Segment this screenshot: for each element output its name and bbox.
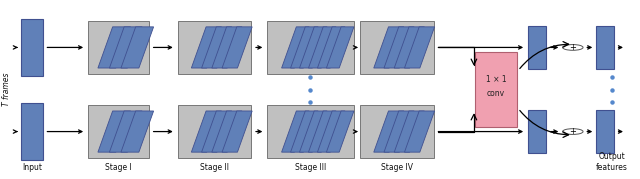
Polygon shape xyxy=(300,27,327,68)
Polygon shape xyxy=(98,27,131,68)
Polygon shape xyxy=(384,111,414,152)
Polygon shape xyxy=(202,27,232,68)
Bar xyxy=(268,105,354,158)
Bar xyxy=(178,105,252,158)
Polygon shape xyxy=(374,111,404,152)
Bar xyxy=(476,52,517,127)
Text: 1 × 1: 1 × 1 xyxy=(486,75,506,84)
Bar xyxy=(360,105,434,158)
Polygon shape xyxy=(222,27,252,68)
Text: Stage IV: Stage IV xyxy=(381,163,413,172)
Polygon shape xyxy=(291,111,318,152)
Polygon shape xyxy=(317,111,345,152)
Text: +: + xyxy=(570,43,576,52)
Polygon shape xyxy=(109,27,142,68)
Polygon shape xyxy=(222,111,252,152)
Polygon shape xyxy=(300,111,327,152)
Text: Stage I: Stage I xyxy=(105,163,132,172)
Circle shape xyxy=(563,45,583,50)
Polygon shape xyxy=(109,111,142,152)
Text: T frames: T frames xyxy=(2,73,11,106)
Polygon shape xyxy=(191,27,221,68)
Polygon shape xyxy=(282,27,309,68)
Text: Output
features: Output features xyxy=(596,153,628,172)
Circle shape xyxy=(563,129,583,134)
Polygon shape xyxy=(404,111,435,152)
Polygon shape xyxy=(291,27,318,68)
Polygon shape xyxy=(212,111,242,152)
Polygon shape xyxy=(394,27,424,68)
Bar xyxy=(88,105,149,158)
Bar xyxy=(528,110,546,153)
Polygon shape xyxy=(121,111,154,152)
Polygon shape xyxy=(404,27,435,68)
Bar xyxy=(178,21,252,74)
Polygon shape xyxy=(326,111,354,152)
Text: conv: conv xyxy=(487,90,505,98)
Text: Stage III: Stage III xyxy=(295,163,326,172)
Polygon shape xyxy=(384,27,414,68)
Text: Input: Input xyxy=(22,163,42,172)
Polygon shape xyxy=(191,111,221,152)
Bar xyxy=(596,110,614,153)
Bar xyxy=(360,21,434,74)
Text: Stage II: Stage II xyxy=(200,163,229,172)
Polygon shape xyxy=(121,27,154,68)
Bar xyxy=(528,26,546,69)
Bar xyxy=(22,103,42,160)
Polygon shape xyxy=(202,111,232,152)
Bar xyxy=(268,21,354,74)
Polygon shape xyxy=(308,27,336,68)
Polygon shape xyxy=(374,27,404,68)
Polygon shape xyxy=(394,111,424,152)
Polygon shape xyxy=(98,111,131,152)
Bar xyxy=(22,19,42,76)
Polygon shape xyxy=(317,27,345,68)
Bar xyxy=(596,26,614,69)
Polygon shape xyxy=(308,111,336,152)
Polygon shape xyxy=(212,27,242,68)
Bar xyxy=(88,21,149,74)
Polygon shape xyxy=(282,111,309,152)
Polygon shape xyxy=(326,27,354,68)
Text: +: + xyxy=(570,127,576,136)
